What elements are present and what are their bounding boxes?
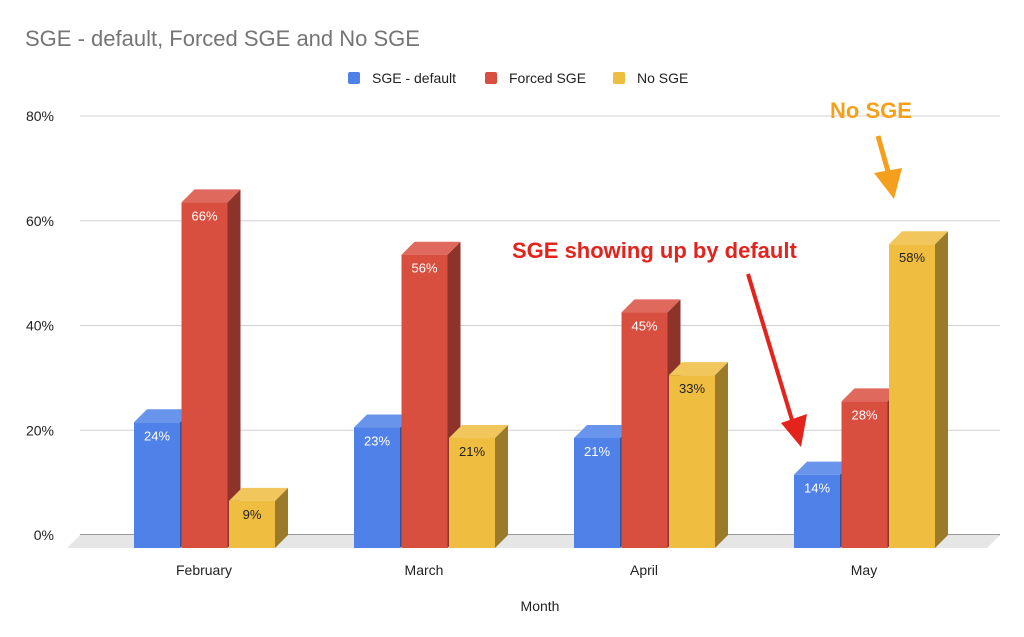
bar xyxy=(229,500,275,548)
bar-top xyxy=(621,299,681,313)
bar xyxy=(841,401,888,548)
legend: SGE - default Forced SGE No SGE xyxy=(348,70,688,86)
bar-top xyxy=(794,461,853,475)
bar-top xyxy=(669,362,728,376)
bar-side xyxy=(227,189,241,548)
data-label: 58% xyxy=(899,250,925,265)
bar xyxy=(449,438,495,548)
bar-top xyxy=(134,409,193,423)
bar-april-2: 33% xyxy=(669,362,728,548)
bar xyxy=(354,427,400,548)
data-label: 28% xyxy=(851,407,877,422)
x-tick-label: April xyxy=(630,562,658,578)
arrow-shaft xyxy=(875,135,892,176)
bar-top xyxy=(574,425,633,439)
x-tick-label: May xyxy=(851,562,877,578)
bar-side xyxy=(935,231,948,548)
y-tick-label: 0% xyxy=(34,527,54,543)
data-label: 21% xyxy=(584,444,610,459)
bar-top xyxy=(449,425,508,439)
bar-top xyxy=(181,189,241,203)
bar-february-2: 9% xyxy=(229,487,288,548)
bar xyxy=(621,312,668,548)
annotation-no-sge: No SGE xyxy=(830,98,912,123)
chart-title: SGE - default, Forced SGE and No SGE xyxy=(25,26,420,51)
bar-side xyxy=(715,362,728,548)
bar xyxy=(794,474,840,548)
bar-top xyxy=(401,241,461,255)
y-tick-label: 40% xyxy=(26,318,54,334)
data-label: 33% xyxy=(679,381,705,396)
data-label: 66% xyxy=(191,208,217,223)
bar-top xyxy=(841,388,901,402)
bar xyxy=(134,422,180,548)
arrow-head-icon xyxy=(874,168,902,199)
data-label: 56% xyxy=(411,261,437,276)
bar-top xyxy=(889,231,948,245)
x-tick-label: March xyxy=(405,562,444,578)
y-tick-label: 60% xyxy=(26,213,54,229)
legend-swatch xyxy=(613,72,625,84)
bar xyxy=(401,254,448,548)
data-label: 24% xyxy=(144,428,170,443)
x-tick-label: February xyxy=(176,562,232,578)
y-tick-label: 80% xyxy=(26,108,54,124)
legend-label: SGE - default xyxy=(372,70,456,86)
legend-label: Forced SGE xyxy=(509,70,586,86)
data-label: 14% xyxy=(804,481,830,496)
bar xyxy=(889,244,935,548)
bars: 24% 66% 9% 23% 56% 21% 21% 45% 33% 14% 28% 58% xyxy=(134,189,948,548)
arrow-head-icon xyxy=(781,414,807,447)
legend-label: No SGE xyxy=(637,70,688,86)
x-axis-title: Month xyxy=(521,598,560,614)
bar-top xyxy=(354,414,413,428)
bar xyxy=(669,375,715,548)
data-label: 9% xyxy=(243,507,262,522)
bar-top xyxy=(229,487,288,501)
bar-february-1: 66% xyxy=(181,189,241,548)
y-tick-label: 20% xyxy=(26,422,54,438)
floor xyxy=(67,535,1000,548)
data-label: 45% xyxy=(631,318,657,333)
bar xyxy=(574,438,620,548)
bar-march-2: 21% xyxy=(449,425,508,548)
bar-side xyxy=(495,425,508,548)
data-label: 21% xyxy=(459,444,485,459)
annotation-sge-default: SGE showing up by default xyxy=(512,238,797,263)
floor-plane xyxy=(67,535,1000,548)
bar-side xyxy=(275,487,288,548)
data-label: 23% xyxy=(364,434,390,449)
annotations: SGE showing up by default No SGE xyxy=(512,98,912,447)
arrow-shaft xyxy=(746,273,794,421)
bar xyxy=(181,202,228,548)
bar-may-2: 58% xyxy=(889,231,948,548)
category-labels: February March April May xyxy=(176,562,877,578)
legend-swatch xyxy=(348,72,360,84)
legend-swatch xyxy=(485,72,497,84)
